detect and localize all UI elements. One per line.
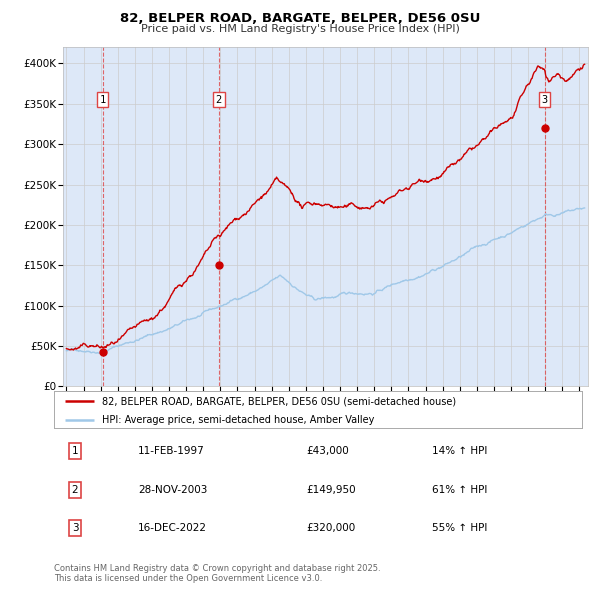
- Text: Price paid vs. HM Land Registry's House Price Index (HPI): Price paid vs. HM Land Registry's House …: [140, 24, 460, 34]
- Text: 1: 1: [100, 95, 106, 104]
- Text: 16-DEC-2022: 16-DEC-2022: [138, 523, 207, 533]
- Text: HPI: Average price, semi-detached house, Amber Valley: HPI: Average price, semi-detached house,…: [101, 415, 374, 425]
- Text: 11-FEB-1997: 11-FEB-1997: [138, 447, 205, 456]
- Text: 2: 2: [215, 95, 222, 104]
- Text: 28-NOV-2003: 28-NOV-2003: [138, 485, 208, 494]
- Text: 3: 3: [71, 523, 79, 533]
- Text: Contains HM Land Registry data © Crown copyright and database right 2025.
This d: Contains HM Land Registry data © Crown c…: [54, 563, 380, 583]
- Text: 2: 2: [71, 485, 79, 494]
- Text: £149,950: £149,950: [306, 485, 356, 494]
- Text: 82, BELPER ROAD, BARGATE, BELPER, DE56 0SU: 82, BELPER ROAD, BARGATE, BELPER, DE56 0…: [120, 12, 480, 25]
- Text: 1: 1: [71, 447, 79, 456]
- Text: £43,000: £43,000: [306, 447, 349, 456]
- Text: 61% ↑ HPI: 61% ↑ HPI: [432, 485, 487, 494]
- Text: 3: 3: [541, 95, 548, 104]
- Text: £320,000: £320,000: [306, 523, 355, 533]
- Text: 14% ↑ HPI: 14% ↑ HPI: [432, 447, 487, 456]
- Text: 55% ↑ HPI: 55% ↑ HPI: [432, 523, 487, 533]
- Text: 82, BELPER ROAD, BARGATE, BELPER, DE56 0SU (semi-detached house): 82, BELPER ROAD, BARGATE, BELPER, DE56 0…: [101, 396, 455, 407]
